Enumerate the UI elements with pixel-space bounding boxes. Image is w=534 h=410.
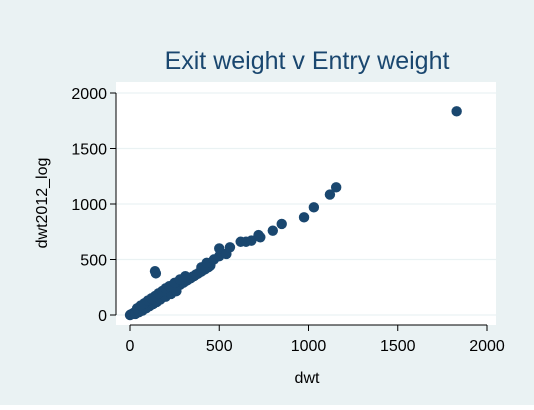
y-tick-label: 500 xyxy=(80,253,107,270)
x-tick-label: 500 xyxy=(206,338,233,355)
x-tick-label: 2000 xyxy=(469,338,505,355)
y-axis-label: dwt2012_log xyxy=(34,158,51,249)
data-points xyxy=(124,106,462,321)
data-point xyxy=(267,225,278,236)
y-tick-label: 1500 xyxy=(71,142,107,159)
data-point xyxy=(180,270,191,282)
data-point xyxy=(298,212,310,223)
data-point xyxy=(308,202,320,213)
data-point xyxy=(330,182,342,193)
data-point xyxy=(451,106,462,117)
x-tick-label: 0 xyxy=(126,338,135,355)
axes: 0 500 1000 1500 2000 0 500 1000 1500 2000 xyxy=(71,86,504,355)
y-tick-label: 1000 xyxy=(71,197,107,214)
data-point xyxy=(150,268,162,279)
data-point xyxy=(214,243,225,254)
data-point xyxy=(224,242,236,253)
data-point xyxy=(324,189,336,200)
chart-title: Exit weight v Entry weight xyxy=(165,47,450,75)
grid-lines xyxy=(116,92,496,316)
data-point xyxy=(255,232,266,243)
x-axis-label: dwt xyxy=(295,370,320,387)
y-tick-label: 0 xyxy=(98,308,107,325)
data-point xyxy=(276,218,287,230)
x-tick-label: 1000 xyxy=(291,338,327,355)
y-tick-label: 2000 xyxy=(71,86,107,103)
data-point xyxy=(246,235,257,246)
x-tick-label: 1500 xyxy=(380,338,416,355)
